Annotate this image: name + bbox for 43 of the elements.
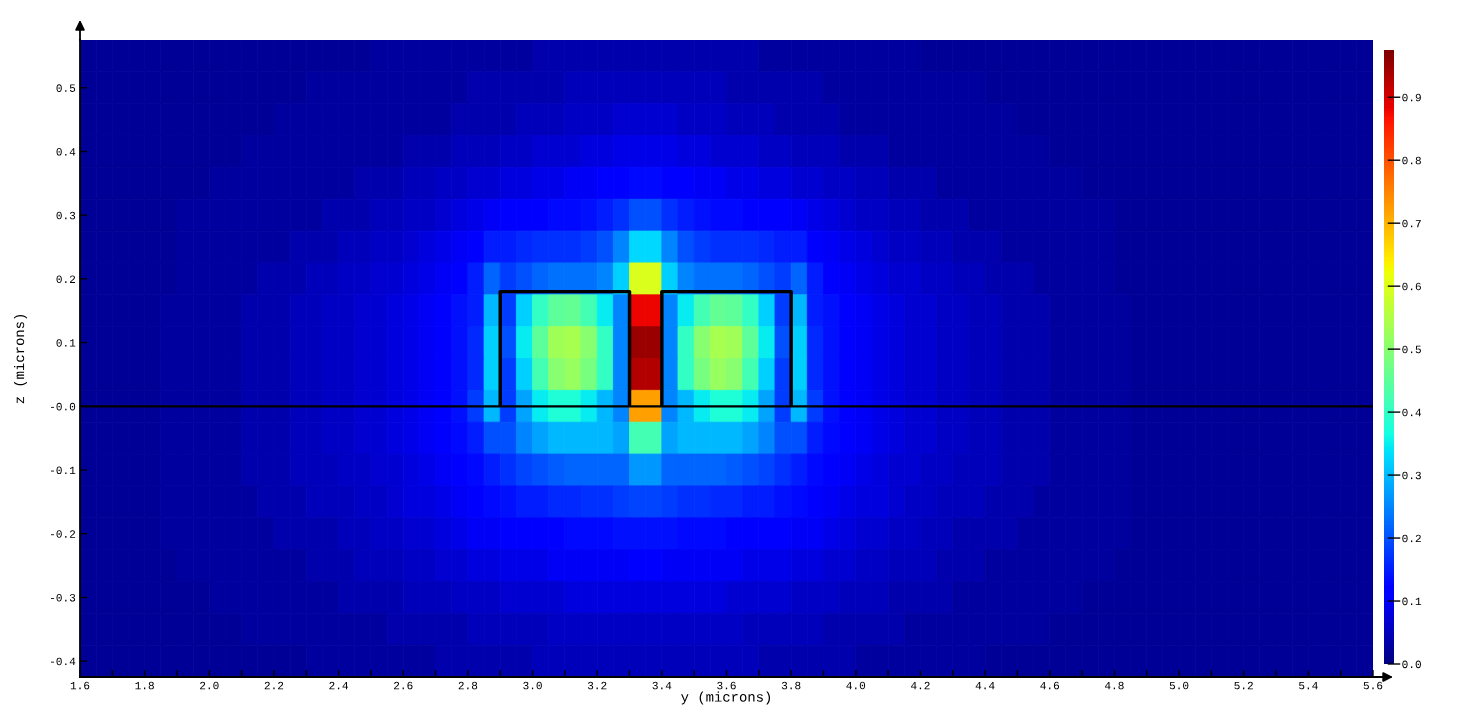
y-tick-label: -0.3 xyxy=(50,593,76,602)
color-bar-label: 0.3 xyxy=(1402,471,1421,480)
x-tick-label: 1.8 xyxy=(135,681,154,690)
x-tick-label: 4.4 xyxy=(975,681,995,690)
x-tick-label: 3.8 xyxy=(781,681,801,690)
color-bar-label: 0.0 xyxy=(1402,660,1421,669)
x-tick-label: 5.4 xyxy=(1299,681,1318,690)
color-bar-label: 0.6 xyxy=(1402,282,1421,291)
y-tick-label: 0.4 xyxy=(56,148,76,156)
y-tick-label: -0.4 xyxy=(50,657,76,666)
y-tick-label: 0.1 xyxy=(56,339,76,347)
color-bar-label: 0.4 xyxy=(1402,408,1422,417)
x-tick-label: 2.6 xyxy=(394,681,413,690)
x-tick-label: 4.6 xyxy=(1040,681,1060,690)
x-tick-label: 1.6 xyxy=(70,681,90,690)
x-tick-label: 2.0 xyxy=(200,681,219,690)
y-tick-label: -0.0 xyxy=(50,402,76,411)
x-tick-label: 3.0 xyxy=(523,681,542,690)
x-tick-label: 5.6 xyxy=(1363,681,1383,690)
x-tick-label: 3.4 xyxy=(652,681,672,690)
y-tick-label: 0.2 xyxy=(56,275,76,284)
color-bar-label: 0.7 xyxy=(1402,219,1421,228)
color-bar-label: 0.8 xyxy=(1402,156,1421,165)
color-bar-label: 0.2 xyxy=(1402,534,1421,543)
x-tick-label: 4.8 xyxy=(1104,681,1124,690)
y-tick-label: 0.3 xyxy=(56,211,76,220)
x-axis-title: y (microns) xyxy=(681,691,770,705)
y-tick-label: 0.5 xyxy=(56,84,76,92)
y-tick-label: -0.2 xyxy=(50,530,76,538)
color-bar-label: 0.5 xyxy=(1402,345,1421,354)
color-bar-label: 0.1 xyxy=(1402,597,1422,606)
x-tick-label: 5.0 xyxy=(1169,681,1189,690)
x-tick-label: 5.2 xyxy=(1234,681,1253,690)
y-tick-label: -0.1 xyxy=(50,466,76,475)
x-tick-label: 4.2 xyxy=(911,681,930,690)
x-tick-label: 2.8 xyxy=(458,681,478,690)
x-tick-label: 4.0 xyxy=(846,681,866,690)
x-tick-label: 3.2 xyxy=(587,681,607,690)
y-axis-title: z (microns) xyxy=(13,315,27,404)
x-tick-label: 2.4 xyxy=(329,681,349,690)
x-tick-label: 3.6 xyxy=(717,681,736,690)
color-bar-label: 0.9 xyxy=(1402,93,1421,102)
x-tick-label: 2.2 xyxy=(264,681,284,690)
